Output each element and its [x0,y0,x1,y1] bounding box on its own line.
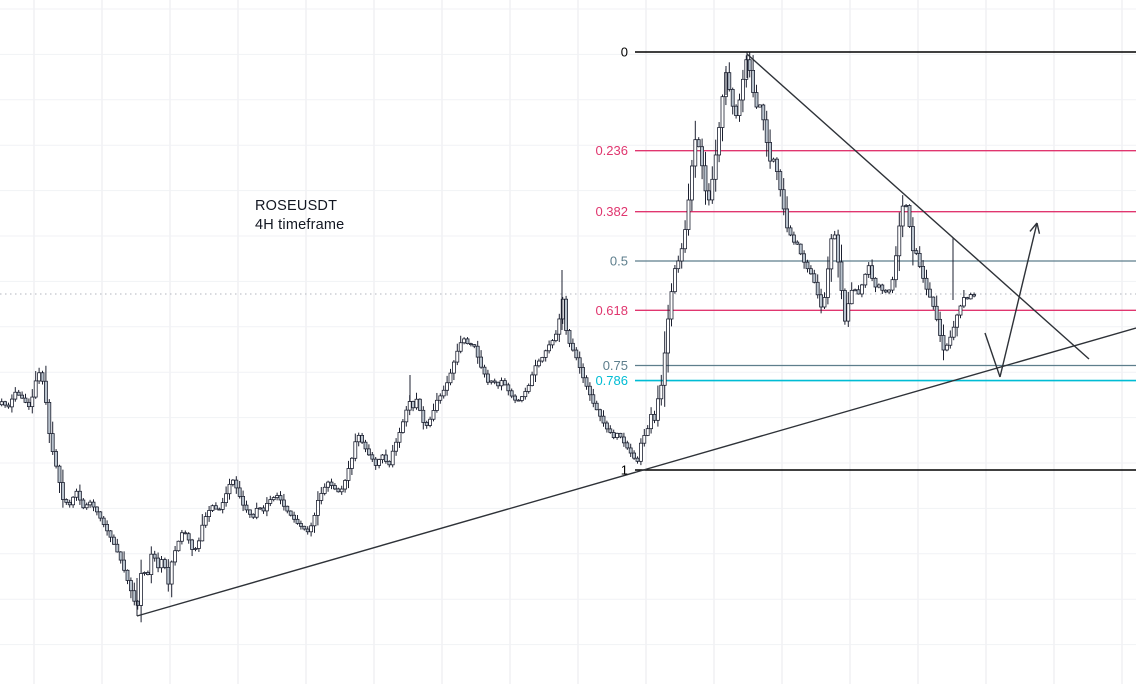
projection-arrow[interactable] [999,222,1038,378]
fib-label-0.786: 0.786 [595,373,628,388]
text-annotation[interactable]: ROSEUSDT 4H timeframe [255,197,344,234]
fib-label-0.5: 0.5 [610,254,628,269]
symbol-label: ROSEUSDT [255,198,338,214]
fib-labels: 0 0.236 0.382 0.5 0.618 0.750.786 1 [595,45,628,478]
drawings[interactable] [136,53,1136,617]
fib-label-0.618: 0.618 [595,303,628,318]
fib-label-0.382: 0.382 [595,204,628,219]
arrow-head [1036,222,1041,234]
candlesticks [0,52,976,623]
fib-label-0.75: 0.75 [603,358,628,373]
ascending-support-trendline[interactable] [136,327,1136,617]
timeframe-label: 4H timeframe [255,216,345,233]
descending-resistance-trendline[interactable] [746,53,1090,360]
arrow-head [1029,222,1038,232]
fib-retracement[interactable] [635,51,1136,471]
pullback-line[interactable] [984,332,1001,378]
fib-label-1: 1 [621,463,628,478]
fib-label-0.236: 0.236 [595,143,628,158]
fib-label-0: 0 [621,45,628,60]
